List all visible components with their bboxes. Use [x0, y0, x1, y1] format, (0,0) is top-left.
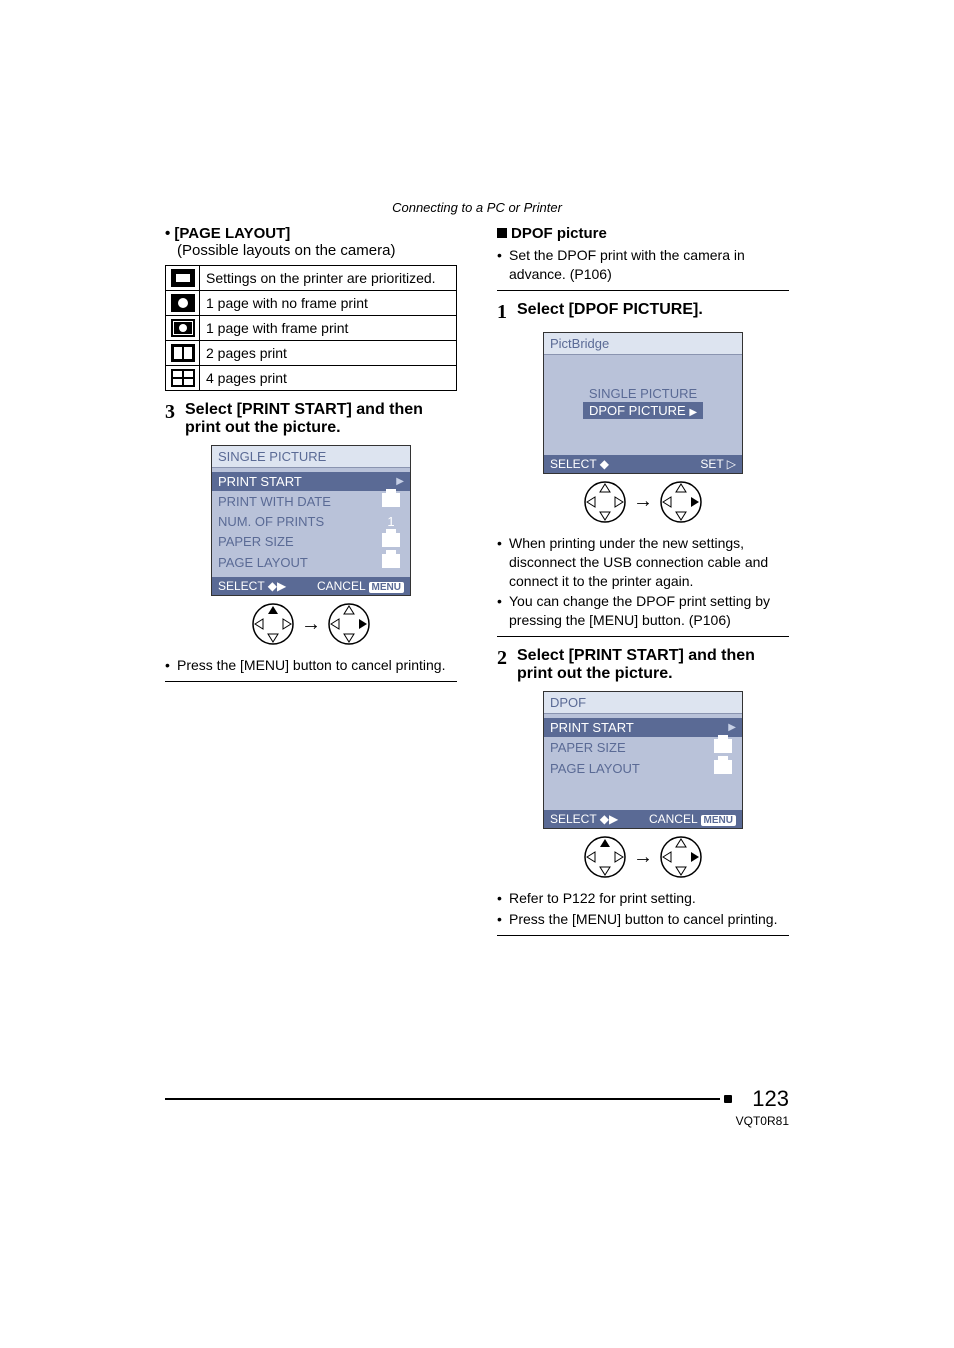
lcd-option-dpof: DPOF PICTURE ▶	[583, 402, 703, 419]
step-2-text: Select [PRINT START] and then print out …	[517, 647, 755, 682]
left-column: • [PAGE LAYOUT] (Possible layouts on the…	[165, 225, 457, 946]
lcd-row-paper-size: PAPER SIZE	[544, 737, 742, 758]
page-footer: 123	[165, 1086, 789, 1112]
dpad-icon	[659, 835, 703, 879]
printer-icon	[714, 760, 732, 774]
printer-priority-icon	[166, 266, 200, 291]
step-number-2: 2	[497, 647, 515, 670]
note-text: Press the [MENU] button to cancel printi…	[497, 910, 789, 929]
lcd-select-label: SELECT ◆▶	[218, 579, 286, 593]
lcd-select-label: SELECT ◆	[550, 457, 609, 471]
step-3-text: Select [PRINT START] and then print out …	[185, 401, 423, 436]
dpad-navigation: →	[165, 602, 457, 646]
dpof-intro: Set the DPOF print with the camera in ad…	[497, 246, 789, 284]
document-id: VQT0R81	[165, 1114, 789, 1128]
divider	[497, 935, 789, 936]
note-text: You can change the DPOF print setting by…	[497, 592, 789, 630]
dpad-icon	[583, 480, 627, 524]
note-text: Press the [MENU] button to cancel printi…	[165, 656, 457, 675]
printer-icon	[382, 533, 400, 547]
page-number: 123	[752, 1086, 789, 1112]
lcd-dpof: DPOF PRINT START▶ PAPER SIZE PAGE LAYOUT…	[543, 691, 743, 829]
table-row: 2 pages print	[166, 341, 457, 366]
printer-icon	[382, 493, 400, 507]
table-cell: 1 page with no frame print	[200, 291, 457, 316]
lcd-title: SINGLE PICTURE	[212, 446, 410, 468]
printer-icon	[382, 554, 400, 568]
note-text: When printing under the new settings, di…	[497, 534, 789, 591]
one-page-noframe-icon	[166, 291, 200, 316]
table-row: 1 page with no frame print	[166, 291, 457, 316]
dpad-navigation: →	[497, 480, 789, 524]
two-pages-icon	[166, 341, 200, 366]
page-layout-subheading: (Possible layouts on the camera)	[177, 242, 457, 259]
lcd-title: PictBridge	[544, 333, 742, 355]
arrow-icon: →	[301, 613, 321, 636]
divider	[497, 636, 789, 637]
dpad-icon	[327, 602, 371, 646]
page-layout-heading: • [PAGE LAYOUT]	[165, 225, 457, 242]
lcd-row-page-layout: PAGE LAYOUT	[544, 758, 742, 779]
lcd-row-num-prints: NUM. OF PRINTS1	[212, 512, 410, 531]
table-row: Settings on the printer are prioritized.	[166, 266, 457, 291]
lcd-row-print-start: PRINT START▶	[544, 718, 742, 737]
divider	[165, 681, 457, 682]
arrow-icon: →	[633, 846, 653, 869]
lcd-row-page-layout: PAGE LAYOUT	[212, 552, 410, 573]
left-notes: Press the [MENU] button to cancel printi…	[165, 656, 457, 675]
lcd-single-picture: SINGLE PICTURE PRINT START▶ PRINT WITH D…	[211, 445, 411, 596]
table-cell: Settings on the printer are prioritized.	[200, 266, 457, 291]
one-page-frame-icon	[166, 316, 200, 341]
dpad-icon	[583, 835, 627, 879]
lcd-row-paper-size: PAPER SIZE	[212, 531, 410, 552]
lcd-select-label: SELECT ◆▶	[550, 812, 618, 826]
table-row: 1 page with frame print	[166, 316, 457, 341]
layout-table: Settings on the printer are prioritized.…	[165, 265, 457, 391]
dpof-heading: DPOF picture	[497, 225, 789, 242]
note-text: Refer to P122 for print setting.	[497, 889, 789, 908]
breadcrumb: Connecting to a PC or Printer	[165, 200, 789, 215]
divider	[497, 290, 789, 291]
lcd-set-label: SET ▷	[700, 457, 736, 471]
lcd-option-single: SINGLE PICTURE	[544, 385, 742, 402]
lcd-cancel-label: CANCEL MENU	[317, 579, 404, 593]
square-bullet-icon	[497, 228, 507, 238]
printer-icon	[714, 739, 732, 753]
dpad-icon	[251, 602, 295, 646]
lcd-cancel-label: CANCEL MENU	[649, 812, 736, 826]
dpad-navigation: →	[497, 835, 789, 879]
lcd-row-print-start: PRINT START▶	[212, 472, 410, 491]
dpad-icon	[659, 480, 703, 524]
step-1-text: Select [DPOF PICTURE].	[517, 301, 703, 318]
table-cell: 2 pages print	[200, 341, 457, 366]
table-row: 4 pages print	[166, 366, 457, 391]
arrow-icon: →	[633, 490, 653, 513]
lcd-row-print-with-date: PRINT WITH DATE	[212, 491, 410, 512]
table-cell: 1 page with frame print	[200, 316, 457, 341]
four-pages-icon	[166, 366, 200, 391]
step-number-3: 3	[165, 401, 183, 424]
lcd-pictbridge: PictBridge SINGLE PICTURE DPOF PICTURE ▶…	[543, 332, 743, 474]
step-number-1: 1	[497, 301, 515, 324]
table-cell: 4 pages print	[200, 366, 457, 391]
lcd-title: DPOF	[544, 692, 742, 714]
right-column: DPOF picture Set the DPOF print with the…	[497, 225, 789, 946]
